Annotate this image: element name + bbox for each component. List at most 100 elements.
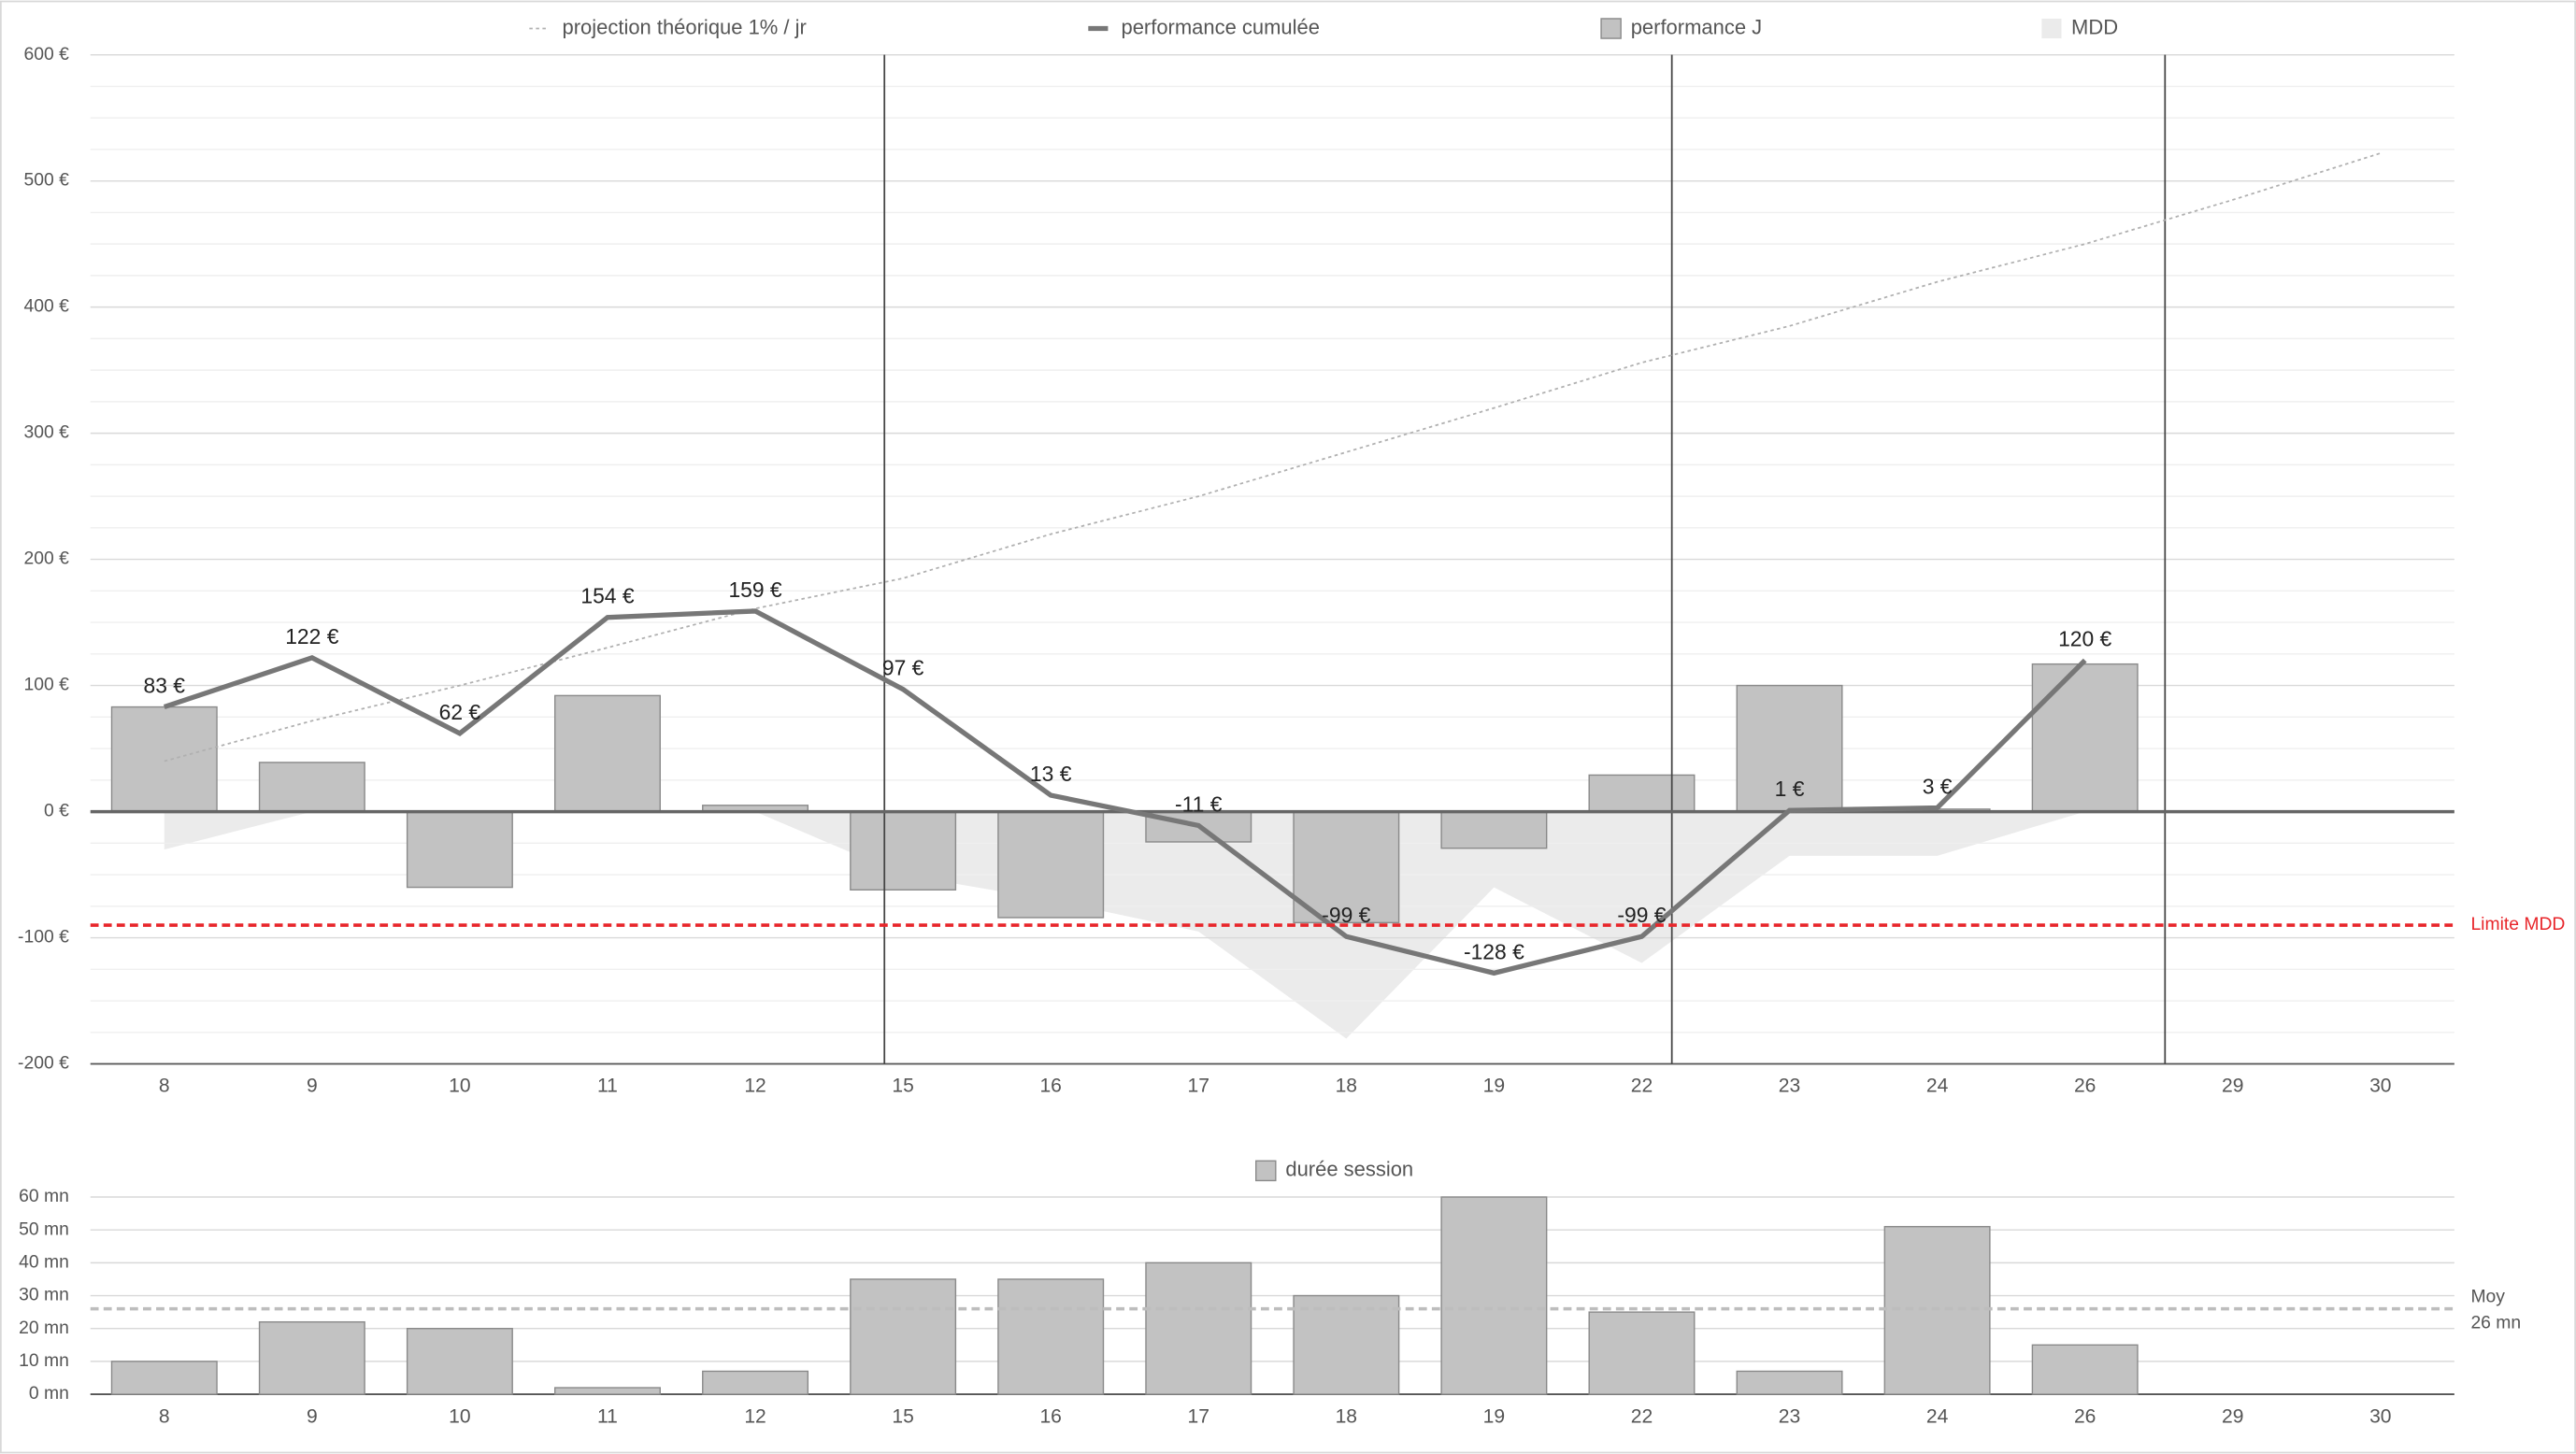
bar [406, 1328, 513, 1395]
data-label: 1 € [1775, 777, 1805, 801]
y-tick-label: 100 € [23, 675, 69, 695]
bar [110, 1361, 218, 1395]
legend-label: projection théorique 1% / jr [563, 15, 807, 38]
x-tick-label: 11 [597, 1405, 618, 1427]
bar [2031, 1344, 2139, 1395]
x-tick-label: 18 [1336, 1405, 1357, 1427]
bar [2031, 663, 2139, 813]
data-label: 13 € [1030, 762, 1072, 786]
x-tick-label: 19 [1483, 1076, 1505, 1097]
x-tick-label: 15 [892, 1405, 913, 1427]
bar [258, 762, 365, 813]
bar [850, 810, 957, 891]
x-tick-label: 11 [597, 1076, 618, 1097]
mean-value-label: 26 mn [2470, 1313, 2521, 1333]
data-label: 83 € [144, 673, 186, 697]
y-tick-label: 200 € [23, 549, 69, 569]
bar [110, 706, 218, 813]
x-tick-label: 24 [1926, 1405, 1949, 1427]
bar [1588, 1311, 1696, 1395]
legend-swatch [1600, 18, 1622, 39]
mdd-area [164, 811, 2085, 1039]
bar [1293, 810, 1400, 924]
data-label: 3 € [1923, 774, 1953, 798]
data-label: -128 € [1464, 939, 1524, 963]
x-tick-label: 17 [1188, 1405, 1209, 1427]
mean-label: Moy [2470, 1286, 2505, 1306]
bar [997, 810, 1105, 919]
x-tick-label: 18 [1336, 1076, 1357, 1097]
bar [553, 1387, 661, 1395]
x-tick-label: 10 [449, 1076, 470, 1097]
y-tick-label: 500 € [23, 170, 69, 191]
data-label: 97 € [882, 656, 924, 680]
bar [702, 1370, 809, 1395]
y-tick-label: 0 € [44, 801, 69, 821]
x-tick-label: 24 [1926, 1076, 1949, 1097]
y-tick-label: 600 € [23, 44, 69, 64]
bar [1736, 684, 1843, 813]
x-tick-label: 23 [1779, 1405, 1800, 1427]
y-tick-label: 0 mn [29, 1383, 69, 1404]
x-tick-label: 16 [1039, 1405, 1061, 1427]
data-label: 154 € [580, 584, 634, 608]
legend-label: performance J [1631, 15, 1762, 38]
data-label: 62 € [439, 700, 481, 724]
x-tick-label: 30 [2369, 1405, 2391, 1427]
y-tick-label: 40 mn [19, 1251, 69, 1272]
projection-line [164, 152, 2382, 763]
bar [1440, 810, 1548, 849]
x-tick-label: 17 [1188, 1076, 1209, 1097]
x-tick-label: 29 [2222, 1076, 2243, 1097]
data-label: -99 € [1322, 903, 1370, 927]
x-tick-label: 26 [2074, 1076, 2096, 1097]
bar [553, 694, 661, 813]
x-tick-label: 19 [1483, 1405, 1505, 1427]
x-tick-label: 23 [1779, 1076, 1800, 1097]
x-tick-label: 22 [1631, 1405, 1653, 1427]
bar [1293, 1294, 1400, 1395]
legend-swatch [2041, 18, 2062, 39]
y-tick-label: 10 mn [19, 1350, 69, 1371]
x-tick-label: 15 [892, 1076, 913, 1097]
y-tick-label: -100 € [18, 927, 69, 948]
legend-label: performance cumulée [1121, 15, 1319, 38]
y-tick-label: 60 mn [19, 1186, 69, 1206]
x-tick-label: 30 [2369, 1076, 2391, 1097]
x-tick-label: 9 [307, 1405, 318, 1427]
x-tick-label: 29 [2222, 1405, 2243, 1427]
data-label: -99 € [1617, 903, 1666, 927]
cumulative-line [163, 608, 2087, 976]
bar [258, 1320, 365, 1395]
y-tick-label: 20 mn [19, 1318, 69, 1338]
y-tick-label: -200 € [18, 1053, 69, 1074]
x-tick-label: 12 [744, 1076, 766, 1097]
bar [997, 1278, 1105, 1395]
bar [850, 1278, 957, 1395]
bar [1736, 1370, 1843, 1395]
bar [1588, 774, 1696, 813]
x-tick-label: 8 [159, 1076, 170, 1097]
x-tick-label: 16 [1039, 1076, 1061, 1097]
x-tick-label: 8 [159, 1405, 170, 1427]
legend-swatch [1255, 1160, 1277, 1182]
x-tick-label: 22 [1631, 1076, 1653, 1097]
legend-label: MDD [2071, 15, 2118, 38]
bar [1145, 1262, 1252, 1395]
bar [1440, 1196, 1548, 1395]
data-label: -11 € [1175, 791, 1223, 816]
legend-label: durée session [1285, 1158, 1413, 1181]
y-tick-label: 400 € [23, 296, 69, 317]
bar [406, 810, 513, 889]
data-label: 159 € [728, 577, 781, 602]
x-tick-label: 12 [744, 1405, 766, 1427]
data-label: 122 € [285, 624, 338, 649]
x-tick-label: 9 [307, 1076, 318, 1097]
x-tick-label: 26 [2074, 1405, 2096, 1427]
limit-label: Limite MDD [2470, 914, 2565, 934]
y-tick-label: 300 € [23, 422, 69, 443]
y-tick-label: 30 mn [19, 1285, 69, 1305]
